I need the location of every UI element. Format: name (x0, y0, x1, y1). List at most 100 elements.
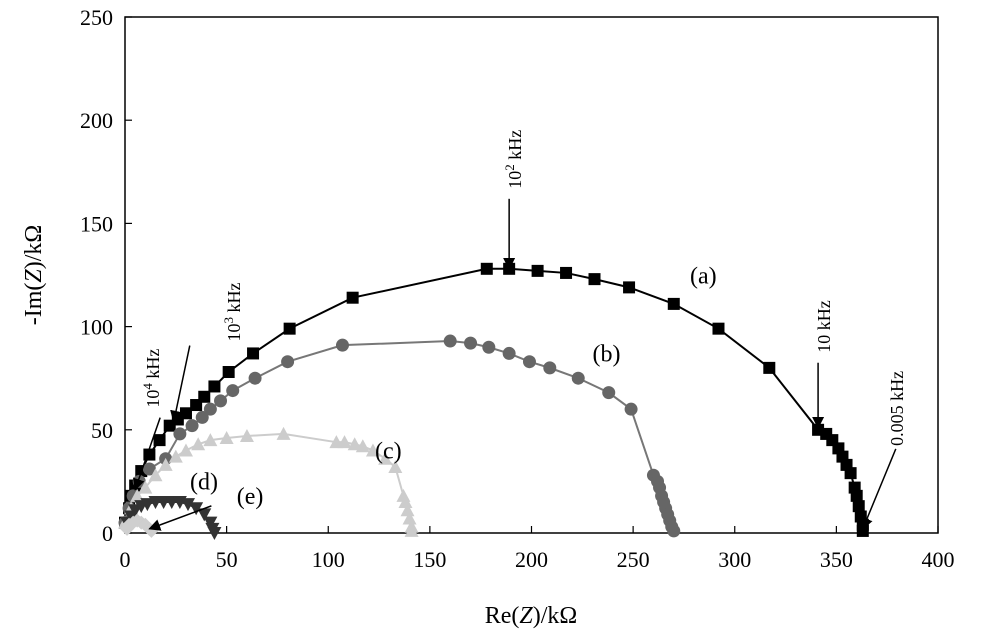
y-tick-label-4: 200 (80, 108, 113, 133)
annotation-arrow-0 (133, 417, 161, 491)
x-tick-label-8: 400 (922, 547, 955, 572)
x-axis-title-post: )/kΩ (533, 603, 578, 629)
annotation-arrow-1 (170, 345, 191, 423)
series-2-point-9 (203, 433, 218, 447)
series-1-point-16 (464, 336, 478, 350)
plot-frame (124, 16, 939, 534)
series-0-point-20 (560, 266, 573, 279)
series-0-point-12 (208, 380, 221, 393)
series-1-point-17 (482, 340, 496, 354)
series-0-point-21 (588, 273, 601, 286)
series-3-point-14 (207, 527, 222, 540)
series-1-line (124, 340, 675, 532)
series-1-point-18 (502, 346, 516, 360)
series-label-4: (e) (237, 484, 264, 510)
series-1-point-19 (522, 355, 536, 369)
series-0-point-19 (531, 264, 544, 277)
series-1-point-23 (624, 402, 638, 416)
series-1-point-9 (203, 402, 217, 416)
series-2-point-6 (168, 449, 183, 463)
y-axis-title-post: )/kΩ (21, 225, 47, 270)
series-2-point-22 (400, 503, 415, 517)
y-tick-label-2: 100 (80, 315, 113, 340)
series-1-point-14 (335, 338, 349, 352)
series-1-point-12 (248, 371, 262, 385)
series-2-point-21 (398, 495, 413, 509)
series-2-point-25 (404, 523, 419, 537)
axes: 0 50 100 150 200 250 300 350 400 0 50 100 150 200 250 (80, 5, 955, 572)
series-labels: (a) (b) (c) (d) (e) (190, 263, 717, 510)
x-tick-label-0: 0 (120, 547, 131, 572)
series-1-point-6 (173, 427, 187, 441)
x-tick-label-6: 300 (718, 547, 751, 572)
annotation-label-3: 10 kHz (814, 300, 834, 353)
series-1-point-4 (142, 462, 156, 476)
series-3-point-4 (140, 498, 155, 512)
y-tick-label-0: 0 (102, 521, 113, 546)
y-tick-label-1: 50 (91, 418, 113, 443)
series-0-point-25 (763, 361, 776, 374)
x-tick-label-3: 150 (413, 547, 446, 572)
series-0-point-22 (623, 281, 636, 294)
series-2-point-7 (178, 443, 193, 457)
annotation-label-1: 103 kHz (221, 283, 244, 342)
annotation-label-0: 104 kHz (140, 349, 163, 408)
series-0-point-6 (153, 434, 166, 447)
y-axis-title: -Im(Z)/kΩ (21, 225, 47, 326)
series-2-point-4 (148, 468, 163, 482)
series-3-point-10 (189, 502, 204, 516)
series-label-0: (a) (690, 263, 717, 289)
series-1-point-33 (667, 524, 681, 538)
annotation-label-4: 0.005 kHz (887, 371, 907, 446)
y-tick-label-3: 150 (80, 211, 113, 236)
annotation-label-2: 102 kHz (502, 130, 525, 189)
series-3-point-11 (197, 508, 212, 522)
x-tick-label-7: 350 (820, 547, 853, 572)
series-0-point-32 (844, 467, 857, 480)
series-1-point-20 (543, 361, 557, 375)
series-0-point-35 (852, 500, 865, 513)
x-axis-title-pre: Re( (485, 603, 520, 629)
series-1-point-15 (443, 334, 457, 348)
series-0-point-38 (856, 524, 869, 537)
annotation-arrow-4 (861, 448, 897, 530)
series-0-point-23 (667, 297, 680, 310)
series-1-point-13 (281, 355, 295, 369)
series-1-point-7 (185, 419, 199, 433)
annotation-arrow-5 (148, 505, 212, 531)
series-2-point-14 (337, 435, 352, 449)
series-1-point-21 (571, 371, 585, 385)
series-2-point-15 (347, 437, 362, 451)
x-axis-title-var: Z (519, 603, 533, 629)
series-0-point-17 (480, 262, 493, 275)
x-tick-label-5: 250 (617, 547, 650, 572)
x-tick-label-1: 50 (216, 547, 238, 572)
series-2-point-17 (365, 443, 380, 457)
series-2-point-23 (402, 511, 417, 525)
x-axis-title: Re(Z)/kΩ (485, 603, 578, 629)
frequency-annotations: 104 kHz 103 kHz 102 kHz 10 kHz 0.005 kHz (133, 130, 907, 531)
x-tick-label-2: 100 (312, 547, 345, 572)
series-2-point-11 (239, 428, 254, 442)
series-label-2: (c) (375, 439, 402, 465)
series-3-point-9 (181, 498, 196, 512)
series-2-point-19 (388, 459, 403, 473)
series-0-point-11 (198, 390, 211, 403)
y-tick-label-5: 250 (80, 5, 113, 30)
series-label-3: (d) (190, 470, 218, 496)
series-2-point-8 (191, 437, 206, 451)
series-1-point-8 (195, 410, 209, 424)
series-0-point-24 (712, 322, 725, 335)
x-tick-label-4: 200 (515, 547, 548, 572)
series-1-point-10 (214, 394, 228, 408)
series-2-point-18 (378, 451, 393, 465)
series-0-point-34 (850, 489, 863, 502)
y-axis-title-pre: -Im( (21, 283, 47, 326)
series-2-point-16 (355, 439, 370, 453)
series-2-point-12 (276, 426, 291, 440)
series-0-point-13 (222, 366, 235, 379)
series-0-point-16 (346, 291, 359, 304)
series-1-point-11 (226, 384, 240, 398)
series-1-point-22 (602, 386, 616, 400)
